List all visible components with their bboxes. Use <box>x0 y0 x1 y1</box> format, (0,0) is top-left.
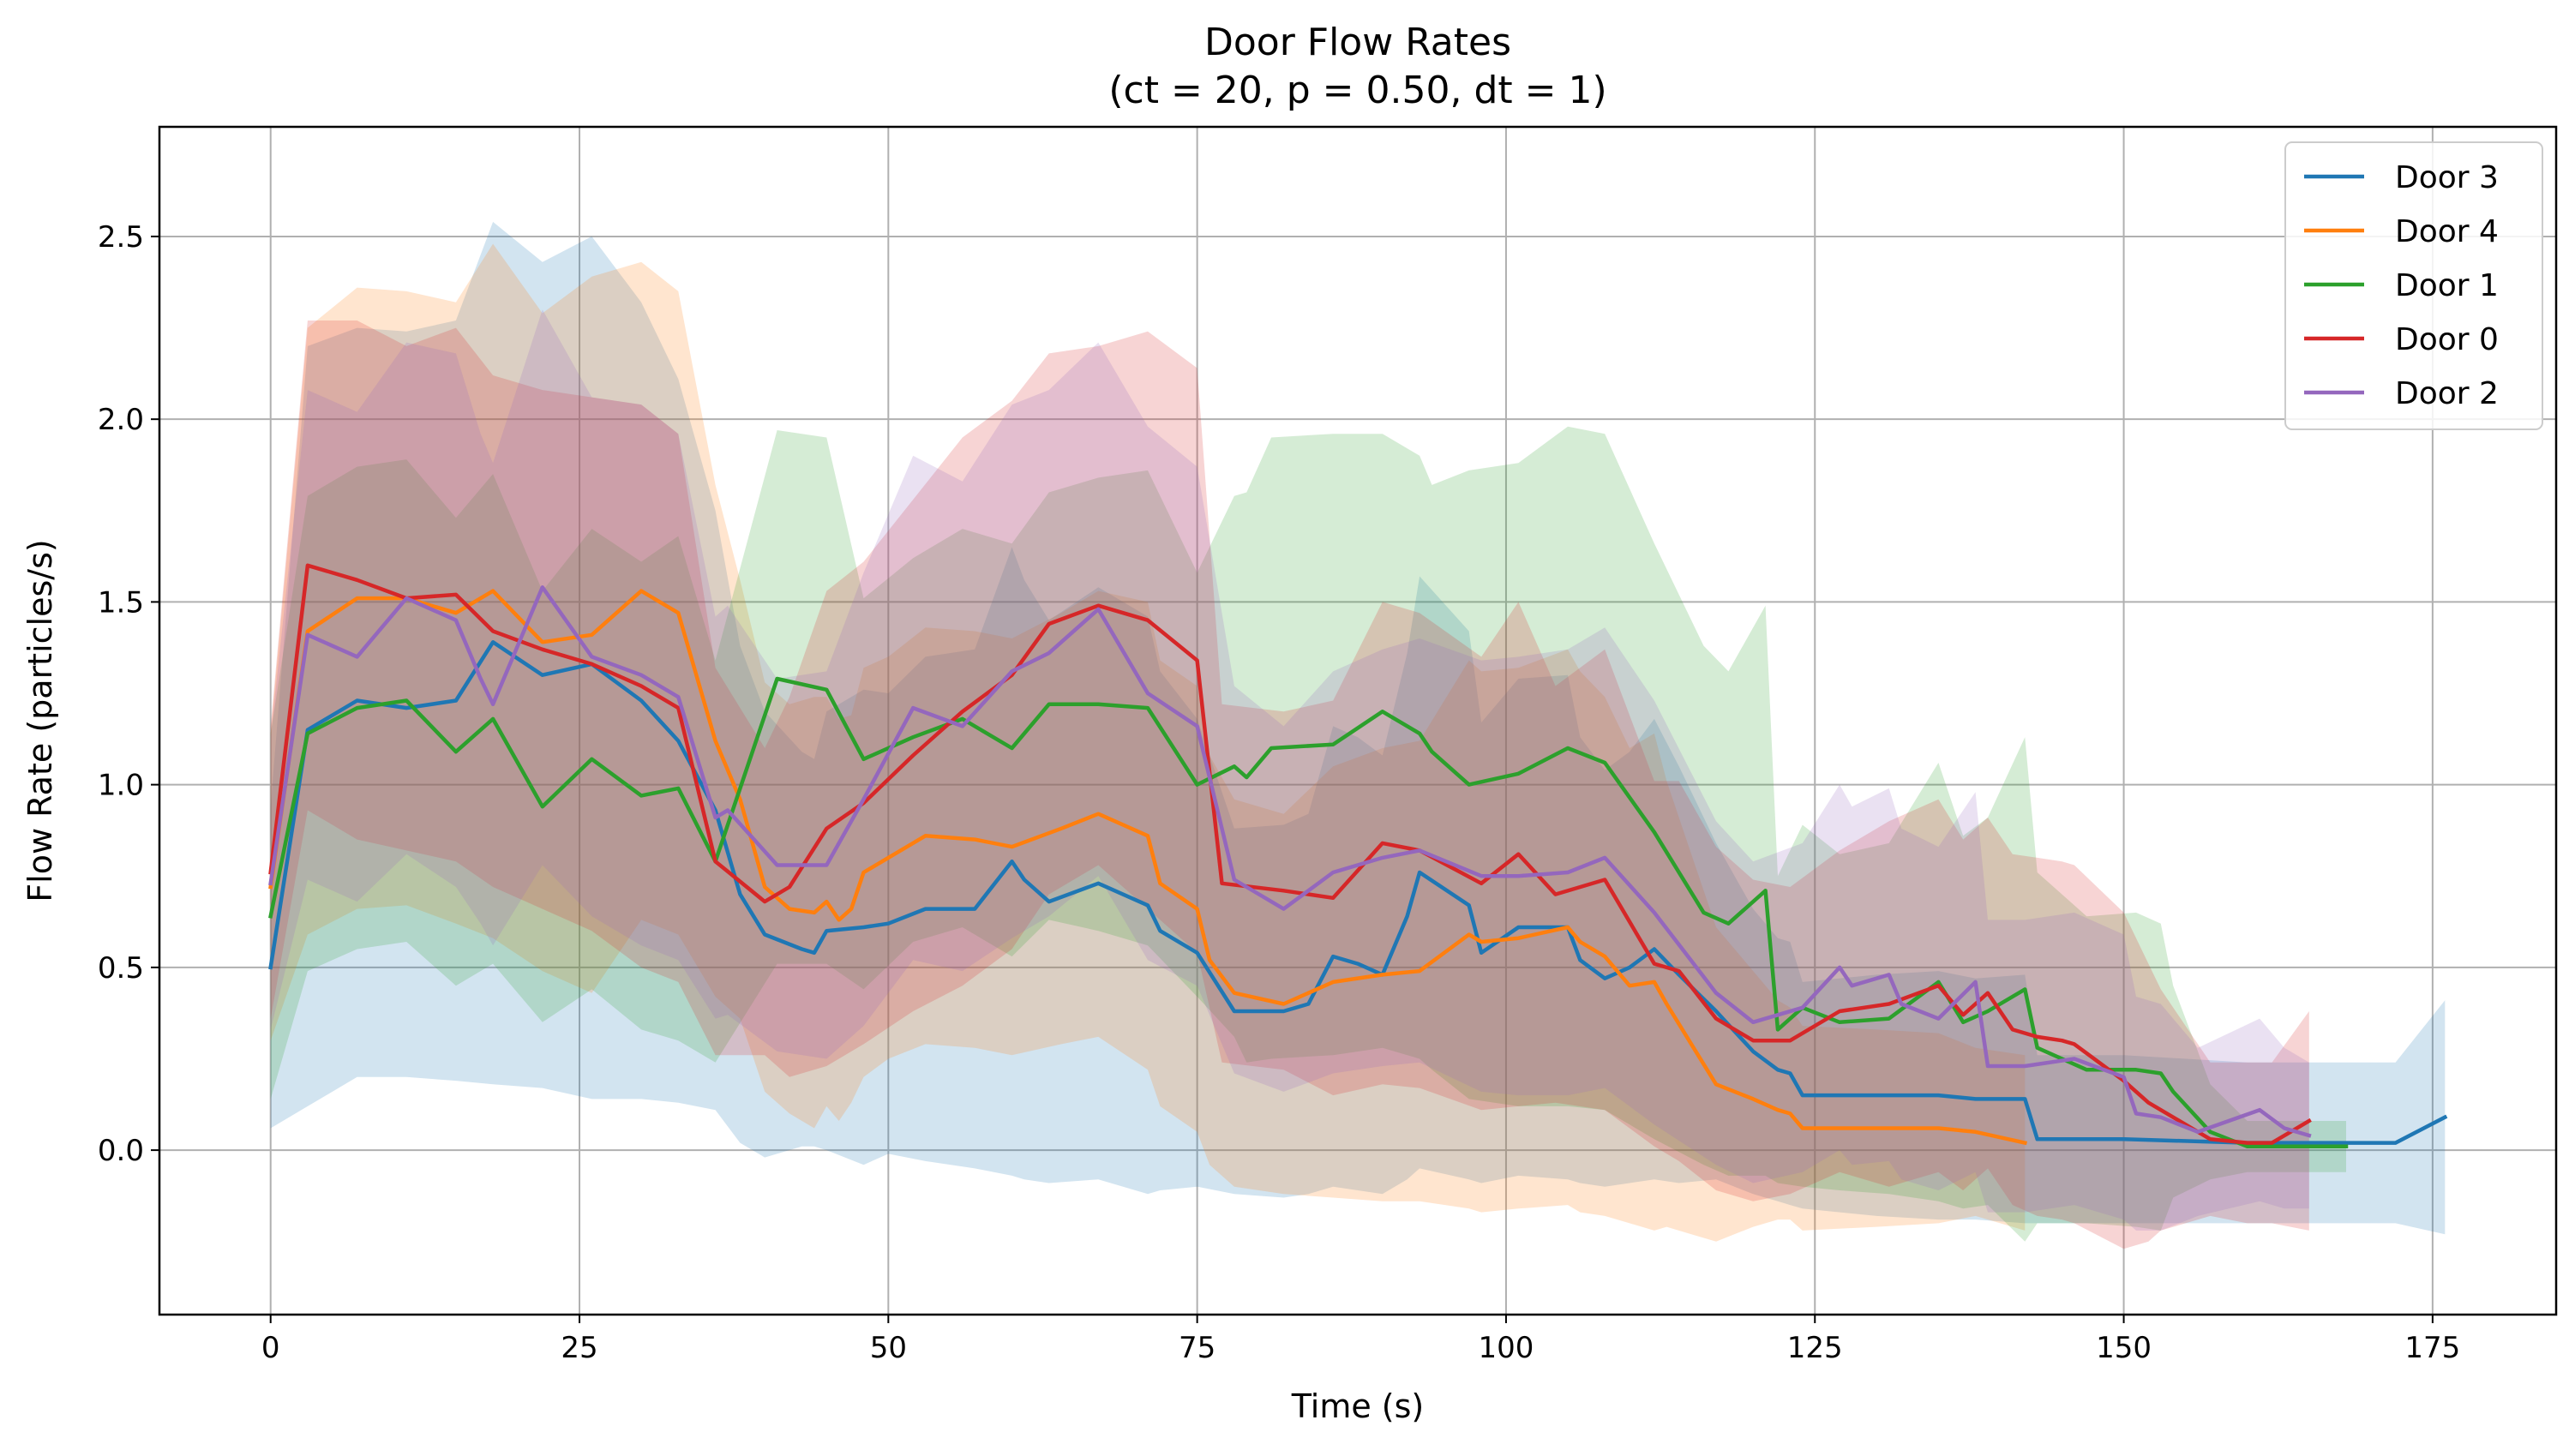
x-tick-label: 125 <box>1787 1331 1843 1365</box>
plot-frame <box>158 125 2558 1316</box>
y-tick-label: 1.0 <box>98 769 144 803</box>
x-axis-label: Time (s) <box>1291 1387 1425 1425</box>
door-0-line <box>268 563 2312 1145</box>
legend: Door 3 Door 4 Door 1 Door 0 Door 2 <box>2284 141 2543 430</box>
x-tick-label: 175 <box>2404 1331 2460 1365</box>
y-tick-label: 2.0 <box>98 403 144 437</box>
door-4-band <box>270 243 2026 1242</box>
y-axis-label: Flow Rate (particles/s) <box>21 539 59 902</box>
axis-ticks: 0 25 50 75 100 125 150 175 0.0 0.5 1.0 1.5 2.0 2.5 <box>98 220 2460 1365</box>
door-0-band <box>270 321 2309 1249</box>
legend-label-door-1: Door 1 <box>2395 268 2499 303</box>
door-1-line <box>268 676 2349 1149</box>
y-tick-label: 2.5 <box>98 220 144 255</box>
chart-subtitle: (ct = 20, p = 0.50, dt = 1) <box>1108 69 1606 112</box>
shaded-bands <box>270 221 2446 1249</box>
legend-label-door-3: Door 3 <box>2395 160 2499 195</box>
chart-title: Door Flow Rates <box>1204 21 1511 64</box>
door-3-band <box>270 221 2446 1235</box>
legend-label-door-2: Door 2 <box>2395 376 2499 411</box>
x-tick-label: 25 <box>561 1331 597 1365</box>
door-2-line <box>268 585 2312 1138</box>
door-2-band <box>270 309 2309 1231</box>
x-tick-label: 100 <box>1478 1331 1534 1365</box>
legend-label-door-0: Door 0 <box>2395 322 2499 357</box>
legend-label-door-4: Door 4 <box>2395 214 2499 249</box>
x-tick-label: 0 <box>261 1331 280 1365</box>
y-tick-label: 0.0 <box>98 1134 144 1168</box>
legend-box <box>2284 141 2543 430</box>
x-tick-label: 50 <box>870 1331 907 1365</box>
door-1-band <box>270 426 2347 1242</box>
series-lines <box>268 563 2448 1149</box>
door-4-line <box>268 589 2027 1146</box>
y-tick-label: 1.5 <box>98 585 144 620</box>
x-tick-label: 150 <box>2096 1331 2152 1365</box>
door-3-line <box>268 640 2448 1145</box>
y-tick-label: 0.5 <box>98 951 144 986</box>
x-tick-label: 75 <box>1179 1331 1215 1365</box>
